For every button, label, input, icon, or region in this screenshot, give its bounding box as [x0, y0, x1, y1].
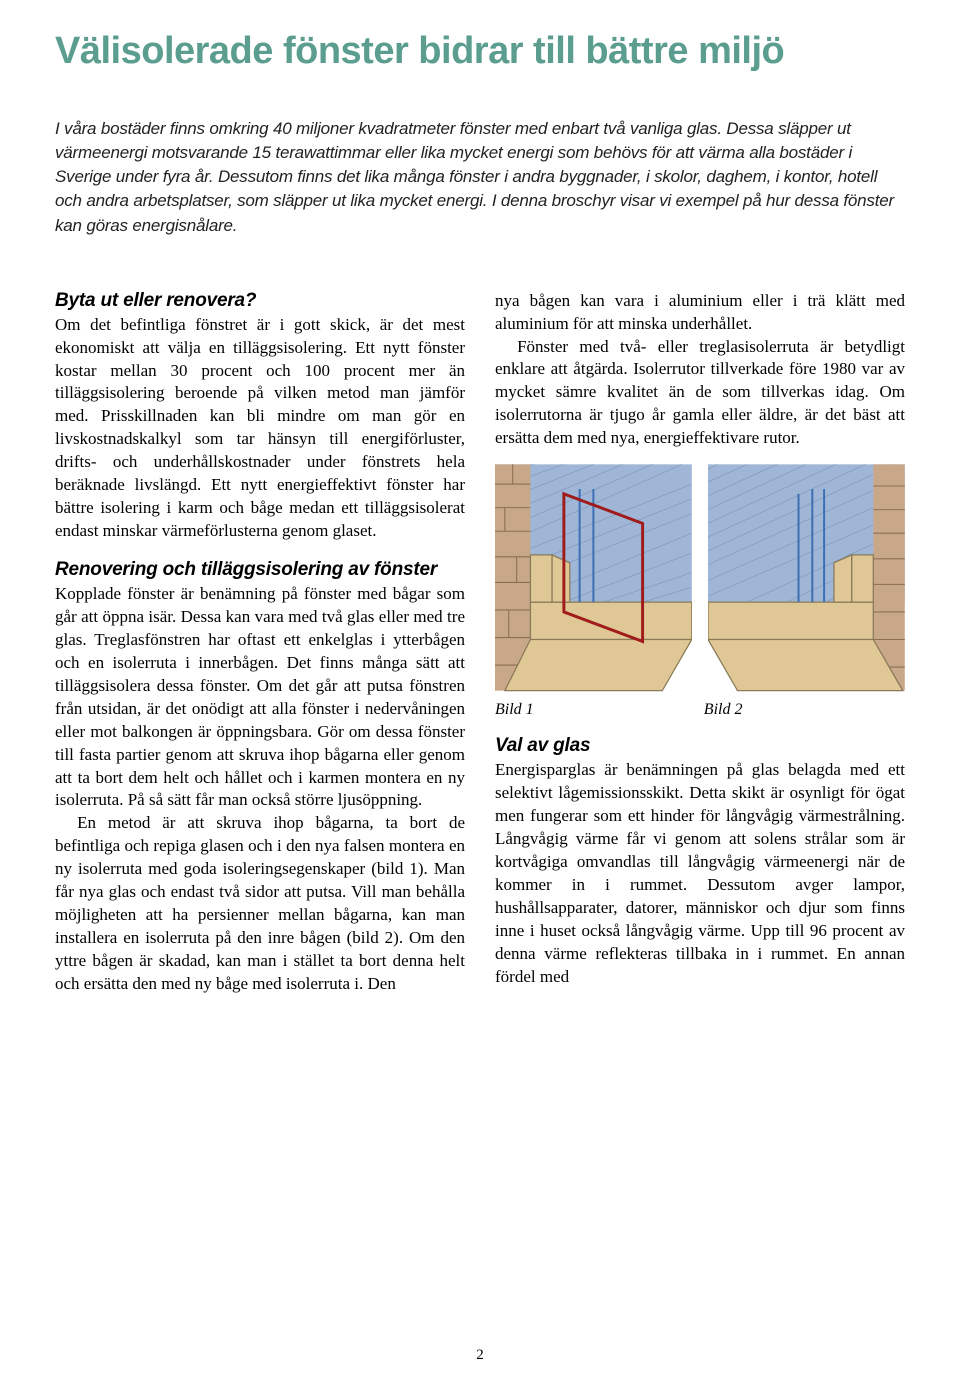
page-number: 2: [476, 1347, 484, 1364]
section-heading-renovation-insulation: Renovering och tilläggsisolering av föns…: [55, 559, 465, 581]
page-title: Välisolerade fönster bidrar till bättre …: [55, 30, 905, 73]
right-column: nya bågen kan vara i aluminium eller i t…: [495, 290, 905, 996]
caption-bild-1: Bild 1: [495, 701, 692, 719]
section-body-renovation-1: Kopplade fönster är benämning på fönster…: [55, 583, 465, 812]
section-body-renovate: Om det befintliga fönstret är i gott ski…: [55, 314, 465, 543]
content-columns: Byta ut eller renovera? Om det befintlig…: [55, 290, 905, 996]
section-heading-glass: Val av glas: [495, 735, 905, 757]
right-continuation-2: Fönster med två- eller treglasisolerruta…: [495, 336, 905, 451]
section-body-glass: Energisparglas är benämningen på glas be…: [495, 759, 905, 988]
left-column: Byta ut eller renovera? Om det befintlig…: [55, 290, 465, 996]
figure-captions: Bild 1 Bild 2: [495, 701, 905, 719]
caption-bild-2: Bild 2: [704, 701, 901, 719]
section-heading-renovate: Byta ut eller renovera?: [55, 290, 465, 312]
right-continuation-1: nya bågen kan vara i aluminium eller i t…: [495, 290, 905, 336]
figure-container: [495, 460, 905, 695]
intro-paragraph: I våra bostäder finns omkring 40 miljone…: [55, 117, 905, 238]
figure-illustration-2: [708, 460, 905, 695]
figure-illustration-1: [495, 460, 692, 695]
section-body-renovation-2: En metod är att skruva ihop bågarna, ta …: [55, 812, 465, 996]
